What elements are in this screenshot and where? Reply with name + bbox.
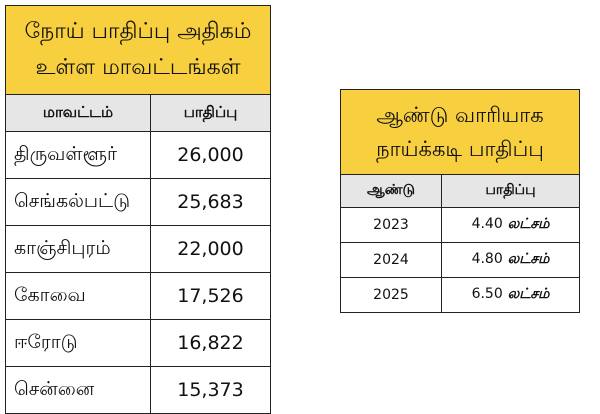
district-table-title-line1: நோய் பாதிப்பு அதிகம்: [24, 19, 252, 44]
table-row: 2023 4.40 லட்சம்: [340, 207, 580, 243]
impact-cell: 4.80 லட்சம்: [441, 242, 580, 278]
district-table-title: நோய் பாதிப்பு அதிகம் உள்ள மாவட்டங்கள்: [5, 5, 271, 95]
impact-value: 4.80: [471, 251, 503, 267]
impact-unit: லட்சம்: [507, 216, 550, 232]
impact-cell: 4.40 லட்சம்: [441, 207, 580, 243]
column-header-district: மாவட்டம்: [5, 94, 151, 132]
table-row: செங்கல்பட்டு 25,683: [5, 178, 271, 226]
impact-value: 6.50: [471, 286, 503, 302]
district-table-header-row: மாவட்டம் பாதிப்பு: [5, 94, 271, 132]
column-header-year: ஆண்டு: [340, 174, 442, 208]
district-name: கோவை: [5, 272, 151, 320]
district-cases: 15,373: [150, 366, 271, 414]
yearly-table-title-line1: ஆண்டு வாரியாக: [376, 103, 544, 127]
district-cases: 26,000: [150, 131, 271, 179]
table-row: காஞ்சிபுரம் 22,000: [5, 225, 271, 273]
column-header-impact: பாதிப்பு: [441, 174, 580, 208]
district-name: சென்னை: [5, 366, 151, 414]
table-row: 2025 6.50 லட்சம்: [340, 277, 580, 313]
column-header-cases: பாதிப்பு: [150, 94, 271, 132]
yearly-dogbite-table: ஆண்டு வாரியாக நாய்க்கடி பாதிப்பு ஆண்டு ப…: [340, 89, 580, 313]
district-cases: 16,822: [150, 319, 271, 367]
district-cases-table: நோய் பாதிப்பு அதிகம் உள்ள மாவட்டங்கள் மா…: [5, 5, 271, 414]
year-cell: 2023: [340, 207, 442, 243]
table-row: கோவை 17,526: [5, 272, 271, 320]
district-cases: 22,000: [150, 225, 271, 273]
yearly-table-title-line2: நாய்க்கடி பாதிப்பு: [376, 137, 544, 161]
impact-value: 4.40: [471, 216, 503, 232]
year-cell: 2025: [340, 277, 442, 313]
district-cases: 25,683: [150, 178, 271, 226]
year-cell: 2024: [340, 242, 442, 278]
table-row: திருவள்ளூர் 26,000: [5, 131, 271, 179]
impact-cell: 6.50 லட்சம்: [441, 277, 580, 313]
district-name: ஈரோடு: [5, 319, 151, 367]
table-row: 2024 4.80 லட்சம்: [340, 242, 580, 278]
impact-unit: லட்சம்: [507, 251, 550, 267]
impact-unit: லட்சம்: [507, 286, 550, 302]
yearly-table-header-row: ஆண்டு பாதிப்பு: [340, 174, 580, 208]
district-name: திருவள்ளூர்: [5, 131, 151, 179]
district-name: செங்கல்பட்டு: [5, 178, 151, 226]
district-name: காஞ்சிபுரம்: [5, 225, 151, 273]
district-cases: 17,526: [150, 272, 271, 320]
table-row: ஈரோடு 16,822: [5, 319, 271, 367]
yearly-table-title: ஆண்டு வாரியாக நாய்க்கடி பாதிப்பு: [340, 89, 580, 175]
district-table-title-line2: உள்ள மாவட்டங்கள்: [35, 55, 241, 80]
table-row: சென்னை 15,373: [5, 366, 271, 414]
